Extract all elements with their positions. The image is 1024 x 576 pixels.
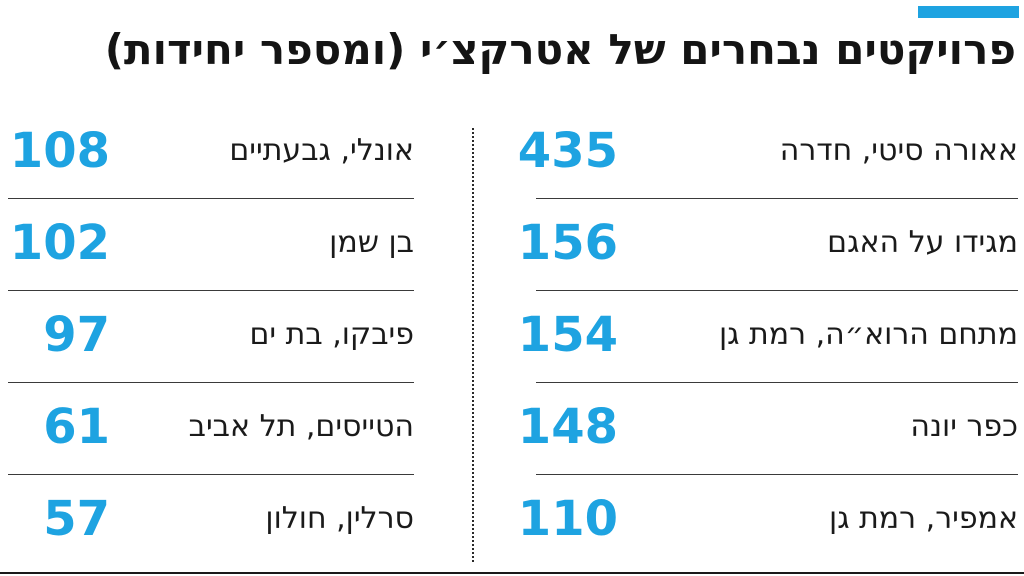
row-separator: [536, 382, 1018, 383]
table-row: הטייסים, תל אביב 61: [8, 383, 414, 475]
unit-count: 154: [517, 307, 618, 363]
table-row: בן שמן 102: [8, 199, 414, 291]
chart-title: פרויקטים נבחרים של אטרקצ׳י (ומספר יחידות…: [104, 25, 1016, 74]
row-separator: [536, 198, 1018, 199]
table-row: פיבקו, בת ים 97: [8, 291, 414, 383]
unit-count: 61: [43, 399, 110, 455]
project-name: מתחם הרוא״ה, רמת גן: [718, 317, 1018, 352]
row-separator: [8, 382, 414, 383]
unit-count: 435: [517, 123, 618, 179]
unit-count: 102: [9, 215, 110, 271]
table-row: מתחם הרוא״ה, רמת גן 154: [518, 291, 1018, 383]
project-name: אונלי, גבעתיים: [229, 133, 414, 168]
bottom-rule: [0, 572, 1024, 574]
project-name: אמפיר, רמת גן: [829, 501, 1018, 536]
table-row: אאורה סיטי, חדרה 435: [518, 107, 1018, 199]
unit-count: 108: [9, 123, 110, 179]
row-separator: [8, 474, 414, 475]
table-row: מגידו על האגם 156: [518, 199, 1018, 291]
table-row: אמפיר, רמת גן 110: [518, 475, 1018, 567]
column-divider: [472, 128, 474, 562]
table-row: כפר יונה 148: [518, 383, 1018, 475]
unit-count: 148: [517, 399, 618, 455]
row-separator: [536, 474, 1018, 475]
unit-count: 156: [517, 215, 618, 271]
table-row: סרלין, חולון 57: [8, 475, 414, 567]
unit-count: 57: [43, 491, 110, 547]
row-separator: [8, 198, 414, 199]
table-row: אונלי, גבעתיים 108: [8, 107, 414, 199]
project-name: כפר יונה: [910, 409, 1018, 444]
project-name: מגידו על האגם: [827, 225, 1018, 260]
row-separator: [536, 290, 1018, 291]
accent-bar: [918, 6, 1019, 18]
project-name: בן שמן: [329, 225, 414, 260]
unit-count: 97: [43, 307, 110, 363]
project-name: סרלין, חולון: [265, 501, 414, 536]
project-name: אאורה סיטי, חדרה: [779, 133, 1018, 168]
project-name: הטייסים, תל אביב: [188, 409, 414, 444]
project-name: פיבקו, בת ים: [249, 317, 414, 352]
row-separator: [8, 290, 414, 291]
unit-count: 110: [517, 491, 618, 547]
